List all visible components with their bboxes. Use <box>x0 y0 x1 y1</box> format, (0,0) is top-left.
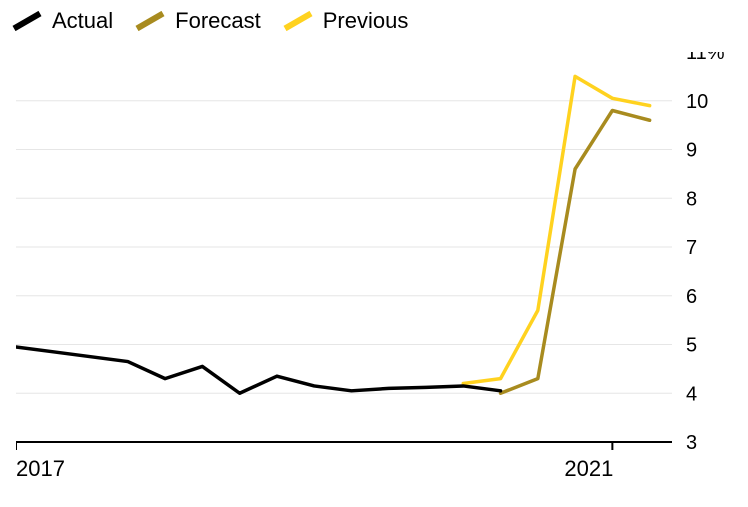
legend: Actual Forecast Previous <box>12 8 408 34</box>
chart-root: { "legend": { "items": [ { "key": "actua… <box>0 0 748 507</box>
chart-svg: 3 4 5 6 7 8 9 10 11% <box>16 52 732 486</box>
x-tick-label: 2021 <box>564 456 613 482</box>
axes <box>16 442 672 450</box>
series-actual <box>16 347 501 393</box>
line-previous <box>463 76 649 383</box>
legend-swatch-previous <box>283 11 312 31</box>
y-tick-label: 10 <box>686 91 708 113</box>
y-tick-label: 5 <box>686 335 697 357</box>
legend-item-actual: Actual <box>12 8 113 34</box>
legend-swatch-actual <box>13 11 42 31</box>
y-tick-label: 11% <box>686 52 725 64</box>
legend-label-actual: Actual <box>52 8 113 34</box>
y-tick-label: 9 <box>686 140 697 162</box>
y-tick-label: 3 <box>686 432 697 454</box>
chart-area: 3 4 5 6 7 8 9 10 11% 2017 2021 <box>16 52 732 502</box>
x-tick-label: 2017 <box>16 456 65 482</box>
series-previous <box>463 76 649 383</box>
y-tick-label: 7 <box>686 237 697 259</box>
series-forecast <box>501 111 650 394</box>
legend-label-forecast: Forecast <box>175 8 261 34</box>
legend-item-forecast: Forecast <box>135 8 261 34</box>
y-tick-label: 6 <box>686 286 697 308</box>
grid <box>16 101 672 394</box>
legend-swatch-forecast <box>136 11 165 31</box>
line-actual <box>16 347 501 393</box>
y-tick-labels: 3 4 5 6 7 8 9 10 11% <box>686 52 725 454</box>
line-forecast <box>501 111 650 394</box>
legend-item-previous: Previous <box>283 8 409 34</box>
y-tick-label: 8 <box>686 188 697 210</box>
y-tick-label: 4 <box>686 383 697 405</box>
legend-label-previous: Previous <box>323 8 409 34</box>
